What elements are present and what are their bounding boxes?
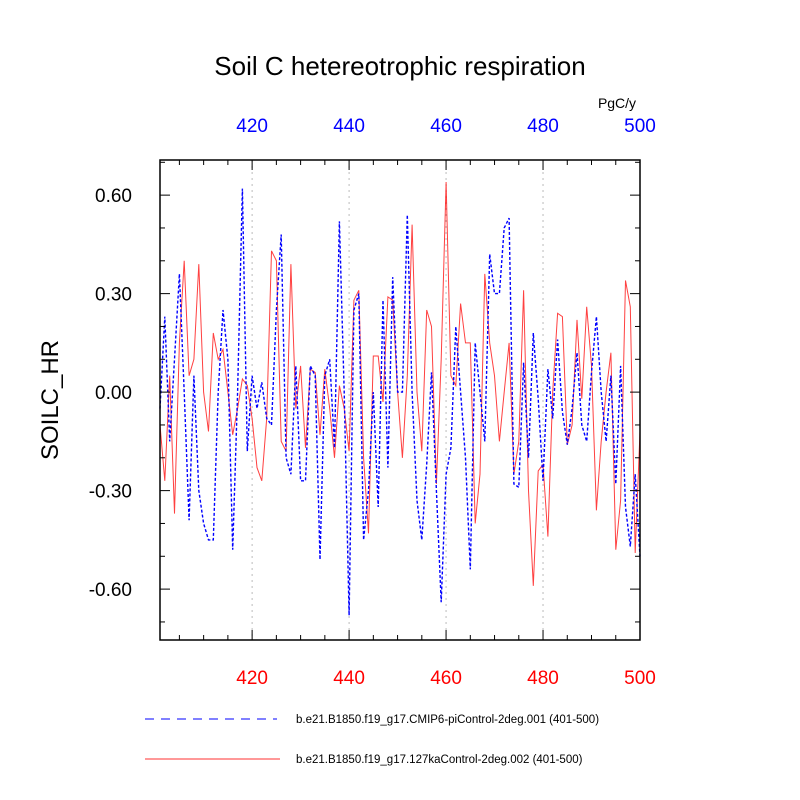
legend: b.e21.B1850.f19_g17.CMIP6-piControl-2deg… bbox=[145, 714, 599, 766]
x-tick-label-bottom: 440 bbox=[333, 668, 365, 689]
x-tick-label-bottom: 420 bbox=[236, 668, 268, 689]
y-axis-label: SOILC_HR bbox=[37, 340, 64, 460]
x-tick-label-top: 460 bbox=[430, 116, 462, 137]
chart-title: Soil C hetereotrophic respiration bbox=[214, 51, 585, 81]
series-line-127ka bbox=[159, 181, 641, 586]
x-tick-label-top: 480 bbox=[527, 116, 559, 137]
units-label: PgC/y bbox=[598, 95, 636, 111]
x-tick-label-top: 420 bbox=[236, 116, 268, 137]
y-tick-label: 0.30 bbox=[95, 285, 132, 306]
legend-label-picontrol: b.e21.B1850.f19_g17.CMIP6-piControl-2deg… bbox=[296, 714, 599, 726]
legend-label-127ka: b.e21.B1850.f19_g17.127kaControl-2deg.00… bbox=[296, 754, 583, 766]
x-tick-label-bottom: 480 bbox=[527, 668, 559, 689]
x-tick-label-bottom: 500 bbox=[624, 668, 656, 689]
x-tick-label-top: 500 bbox=[624, 116, 656, 137]
y-tick-label: -0.60 bbox=[89, 580, 132, 601]
x-tick-label-bottom: 460 bbox=[430, 668, 462, 689]
x-tick-label-top: 440 bbox=[333, 116, 365, 137]
plot-frame bbox=[159, 159, 641, 641]
y-tick-label: 0.00 bbox=[95, 383, 132, 404]
series-line-picontrol bbox=[159, 188, 641, 616]
y-tick-label: 0.60 bbox=[95, 186, 132, 207]
y-tick-label: -0.30 bbox=[89, 482, 132, 503]
